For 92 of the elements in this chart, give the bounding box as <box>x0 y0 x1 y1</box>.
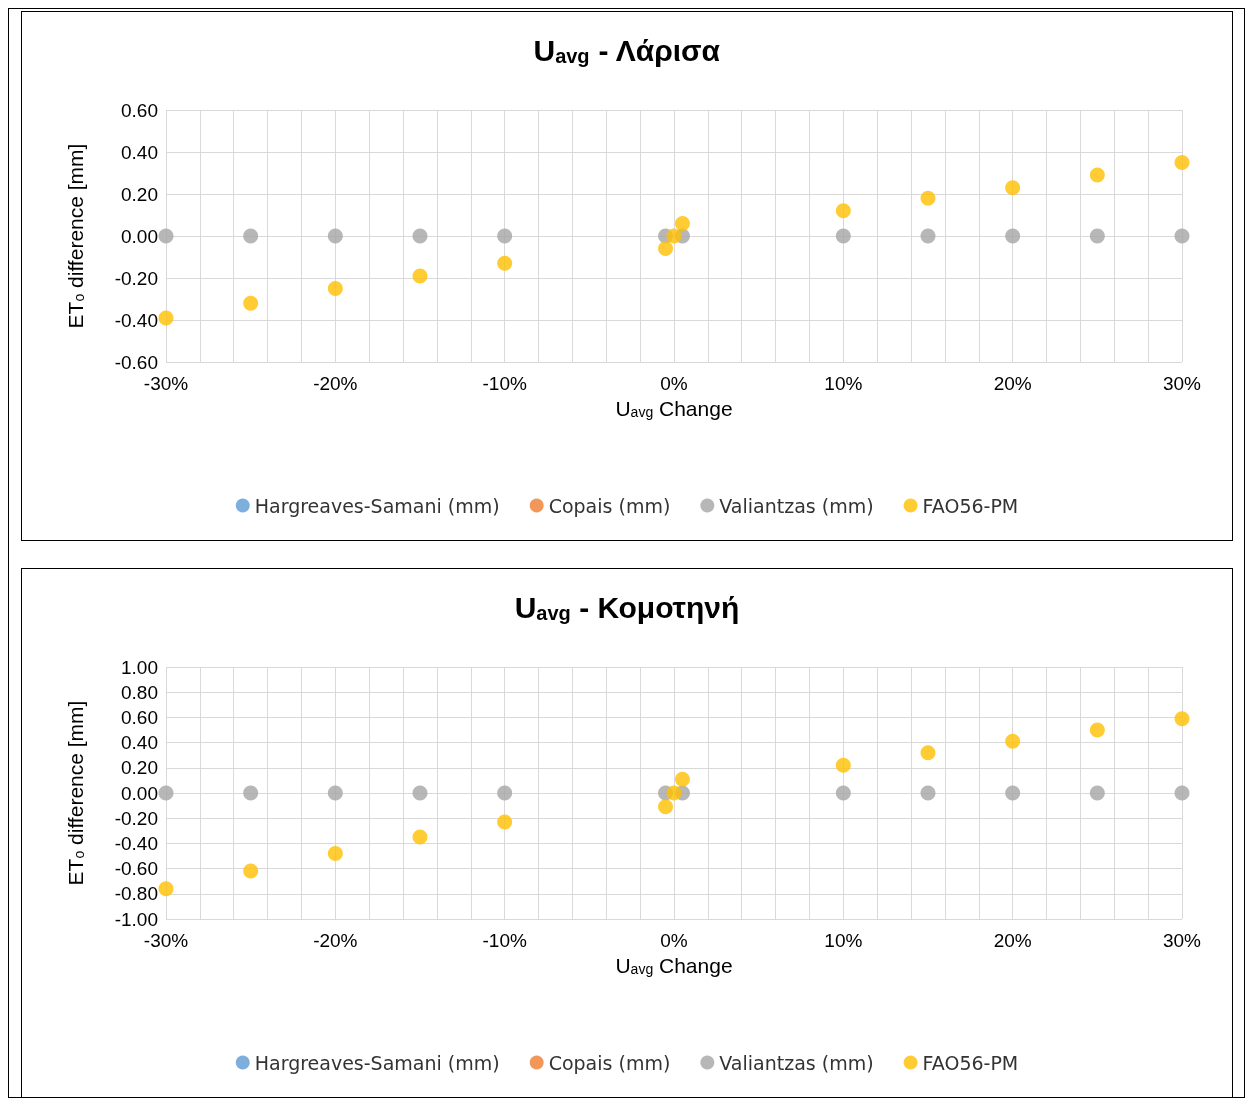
point <box>920 785 936 801</box>
legend-label: Valiantzas (mm) <box>719 1051 874 1074</box>
x-tick-label: -30% <box>143 373 189 394</box>
point <box>1174 155 1190 170</box>
point <box>835 785 851 801</box>
x-axis-title: Uavg Change <box>615 397 733 421</box>
point <box>497 255 513 271</box>
x-tick-label: 0% <box>660 930 688 951</box>
x-tick-label: 30% <box>1162 373 1202 394</box>
y-tick-label: 0.20 <box>121 757 158 779</box>
point <box>158 228 174 244</box>
x-tick-label: -10% <box>482 373 527 394</box>
point <box>658 241 674 257</box>
point <box>1005 785 1021 801</box>
point <box>158 785 174 801</box>
y-tick-label: -1.00 <box>114 908 158 930</box>
x-axis-title: Uavg Change <box>615 954 733 978</box>
point <box>243 228 259 244</box>
legend-label: Hargreaves-Samani (mm) <box>254 1051 500 1074</box>
y-tick-label: 1.00 <box>121 656 158 678</box>
point <box>1089 167 1105 183</box>
x-tick-label: 0% <box>660 373 688 394</box>
point <box>1174 785 1190 801</box>
y-axis-title: ETo difference [mm] <box>63 700 87 886</box>
legend-label: Hargreaves-Samani (mm) <box>254 494 500 517</box>
point <box>412 785 428 801</box>
x-tick-label: 10% <box>824 930 863 951</box>
point <box>243 785 259 801</box>
point <box>497 814 513 830</box>
chart-title: Uavg - Λάρισα <box>533 33 721 67</box>
legend-label: Valiantzas (mm) <box>719 494 874 517</box>
chart-title: Uavg - Κομοτηνή <box>514 590 740 624</box>
x-tick-label: -20% <box>313 930 358 951</box>
y-tick-label: 0.40 <box>121 141 158 163</box>
point <box>674 215 690 231</box>
point <box>327 785 343 801</box>
y-axis-title: ETo difference [mm] <box>63 143 87 329</box>
y-tick-label: -0.40 <box>114 832 158 854</box>
point <box>835 757 851 773</box>
point <box>658 799 674 815</box>
point <box>666 228 682 244</box>
point <box>1089 722 1105 738</box>
legend-label: FAO56-PM <box>922 1051 1019 1074</box>
legend-label: Copais (mm) <box>548 1051 671 1074</box>
point <box>1089 228 1105 244</box>
y-tick-label: 0.40 <box>121 732 158 754</box>
y-tick-label: -0.20 <box>114 807 158 829</box>
y-tick-label: -0.60 <box>114 858 158 880</box>
y-tick-label: 0.60 <box>121 99 158 121</box>
x-tick-label: 30% <box>1162 930 1202 951</box>
y-tick-label: -0.40 <box>114 309 158 331</box>
point <box>674 771 690 787</box>
point <box>1005 180 1021 196</box>
point <box>666 785 682 801</box>
point <box>835 228 851 244</box>
x-tick-label: -30% <box>143 930 189 951</box>
y-tick-label: -0.60 <box>114 351 158 373</box>
point <box>497 228 513 244</box>
point <box>158 310 174 326</box>
y-tick-label: -0.80 <box>114 883 158 905</box>
point <box>327 845 343 861</box>
x-tick-label: 20% <box>993 373 1032 394</box>
point <box>1174 228 1190 244</box>
point <box>1005 228 1021 244</box>
x-tick-label: 10% <box>824 373 863 394</box>
point <box>1174 711 1190 727</box>
point <box>1089 785 1105 801</box>
x-tick-label: 20% <box>993 930 1032 951</box>
point <box>920 228 936 244</box>
y-tick-label: 0.60 <box>121 706 158 728</box>
y-tick-label: 0.00 <box>121 225 158 247</box>
point <box>243 863 259 879</box>
legend-label: Copais (mm) <box>548 494 671 517</box>
point <box>497 785 513 801</box>
point <box>920 745 936 761</box>
point <box>327 228 343 244</box>
point <box>327 281 343 296</box>
y-tick-label: 0.00 <box>121 782 158 804</box>
y-tick-label: 0.80 <box>121 681 158 703</box>
point <box>243 295 259 311</box>
x-tick-label: -10% <box>482 930 527 951</box>
point <box>412 228 428 244</box>
point <box>1005 733 1021 749</box>
point <box>158 881 174 897</box>
y-tick-label: 0.20 <box>121 183 158 205</box>
point <box>412 268 428 284</box>
y-tick-label: -0.20 <box>114 267 158 289</box>
point <box>412 829 428 845</box>
legend-label: FAO56-PM <box>922 494 1019 517</box>
x-tick-label: -20% <box>313 373 358 394</box>
point <box>920 190 936 206</box>
point <box>835 203 851 219</box>
